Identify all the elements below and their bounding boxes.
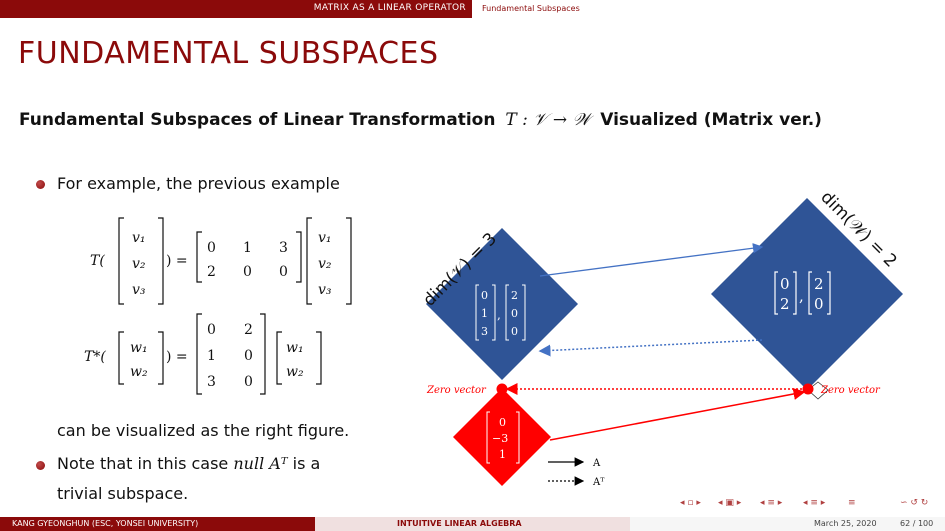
eq-w1b: w₁ [286, 340, 304, 356]
row-vec1-b: 1 [481, 307, 488, 320]
eq-a11: 0 [207, 240, 216, 256]
arrow-AT-col-to-row [538, 339, 763, 357]
eq-a13: 3 [279, 240, 288, 256]
footer-title: INTUITIVE LINEAR ALGEBRA [397, 519, 522, 528]
footer-date: March 25, 2020 [814, 519, 877, 528]
header-section[interactable]: MATRIX AS A LINEAR OPERATOR [313, 3, 466, 13]
null-space-diamond [453, 388, 551, 486]
header-bar: MATRIX AS A LINEAR OPERATOR Fundamental … [0, 0, 945, 18]
eq-v1b: v₁ [318, 230, 332, 246]
null-space-vector: 0 −3 1 [486, 411, 520, 464]
legend-AT-label: Aᵀ [592, 477, 605, 488]
col-vec1-a: 0 [780, 275, 790, 293]
footer-date-panel: March 25, 2020 62 / 100 [630, 517, 945, 531]
svg-text:,: , [497, 308, 501, 322]
eq-v3: v₃ [132, 282, 146, 298]
nav-section-icon[interactable]: ◂ ≡ ▸ [760, 498, 783, 508]
eq-v2b: v₂ [318, 256, 332, 272]
null-vec-a: 0 [499, 416, 506, 429]
bullet-text-2: Note that in this case null Aᵀ is a [57, 454, 320, 473]
row-space-vectors: 0 1 3 , 2 0 0 [475, 284, 526, 341]
col-vec1-b: 2 [780, 295, 790, 313]
null-vec-b: −3 [492, 432, 508, 445]
eq-w2b: w₂ [286, 364, 304, 380]
zero-dot-right [802, 383, 814, 395]
header-left-panel: MATRIX AS A LINEAR OPERATOR [0, 0, 472, 18]
subspace-diagram: Zero vector Zero vector dim(𝒱) = 3 dim(𝒲… [419, 187, 903, 488]
col-vec2-a: 2 [814, 275, 824, 293]
bullet2-prefix: Note that in this case [57, 454, 229, 473]
nav-subsection-icon[interactable]: ◂ ≡ ▸ [803, 498, 826, 508]
bullet2-math: null Aᵀ [233, 454, 288, 473]
eq-T-lhs: T( [90, 253, 105, 269]
eq-at31: 3 [207, 374, 216, 390]
column-space-diamond [711, 198, 903, 390]
row-space-diamond [426, 228, 578, 380]
nav-search-icon[interactable]: ∽ ↺ ↻ [900, 498, 929, 508]
zero-dot-left [496, 383, 508, 395]
heading-prefix: Fundamental Subspaces of Linear Transfor… [19, 110, 496, 130]
null-vec-c: 1 [499, 448, 506, 461]
svg-text:,: , [799, 287, 804, 305]
bullet2-suffix: is a [292, 454, 321, 473]
row-vec1-a: 0 [481, 289, 488, 302]
column-space-vectors: 0 2 , 2 0 [774, 271, 831, 315]
eq-w2: w₂ [130, 364, 148, 380]
equations: T( v₁ v₂ v₃ ) = 0 1 3 2 0 0 v₁ v₂ v₃ T*(… [84, 217, 352, 395]
row-vec1-c: 3 [481, 325, 488, 338]
row-vec2-b: 0 [511, 307, 518, 320]
row-vec2-a: 2 [511, 289, 518, 302]
footer-title-panel: INTUITIVE LINEAR ALGEBRA [315, 517, 630, 531]
caption-text: can be visualized as the right figure. [57, 421, 350, 440]
footer-author: KANG GYEONGHUN (ESC, YONSEI UNIVERSITY) [12, 519, 199, 528]
legend-A-label: A [592, 458, 601, 469]
equation-Tstar: T*( w₁ w₂ ) = 0 2 1 0 3 0 w₁ w₂ [84, 313, 322, 395]
equation-T: T( v₁ v₂ v₃ ) = 0 1 3 2 0 0 v₁ v₂ v₃ [90, 217, 352, 305]
eq-at32: 0 [244, 374, 253, 390]
eq-T-close: ) = [166, 253, 188, 269]
bullet-icon [36, 461, 45, 470]
eq-at21: 1 [207, 348, 216, 364]
eq-at11: 0 [207, 322, 216, 338]
eq-v2: v₂ [132, 256, 146, 272]
row-vec2-c: 0 [511, 325, 518, 338]
eq-v3b: v₃ [318, 282, 332, 298]
heading-math: T : 𝒱 → 𝒲 [505, 110, 591, 130]
bullet-text-1: For example, the previous example [57, 174, 340, 193]
nav-first-icon[interactable]: ◂ ▫ ▸ [680, 498, 701, 508]
eq-a23: 0 [279, 264, 288, 280]
zero-vector-left-label: Zero vector [426, 385, 487, 396]
eq-a22: 0 [243, 264, 252, 280]
eq-Tstar-close: ) = [166, 349, 188, 365]
arrow-A-row-to-col [539, 243, 764, 277]
eq-Tstar-lhs: T*( [84, 349, 106, 365]
eq-a21: 2 [207, 264, 216, 280]
eq-at12: 2 [244, 322, 253, 338]
footer-bar: KANG GYEONGHUN (ESC, YONSEI UNIVERSITY) … [0, 517, 945, 531]
eq-a12: 1 [243, 240, 252, 256]
footer-page: 62 / 100 [900, 519, 934, 528]
nav-align-icon[interactable]: ≡ [848, 498, 856, 508]
heading-suffix: Visualized (Matrix ver.) [600, 110, 822, 130]
col-vec2-b: 0 [814, 295, 824, 313]
slide-title: FUNDAMENTAL SUBSPACES [18, 36, 439, 71]
arrow-A-null-to-zero [549, 388, 806, 441]
slide-heading: Fundamental Subspaces of Linear Transfor… [19, 110, 822, 130]
eq-v1: v₁ [132, 230, 146, 246]
zero-vector-right-label: Zero vector [820, 385, 881, 396]
header-subsection[interactable]: Fundamental Subspaces [482, 4, 580, 13]
nav-frame-icon[interactable]: ◂ ▣ ▸ [718, 498, 742, 508]
bullet-text-2-line2: trivial subspace. [57, 484, 189, 503]
eq-at22: 0 [244, 348, 253, 364]
bullet-icon [36, 180, 45, 189]
eq-w1: w₁ [130, 340, 148, 356]
footer-author-panel: KANG GYEONGHUN (ESC, YONSEI UNIVERSITY) [0, 517, 315, 531]
